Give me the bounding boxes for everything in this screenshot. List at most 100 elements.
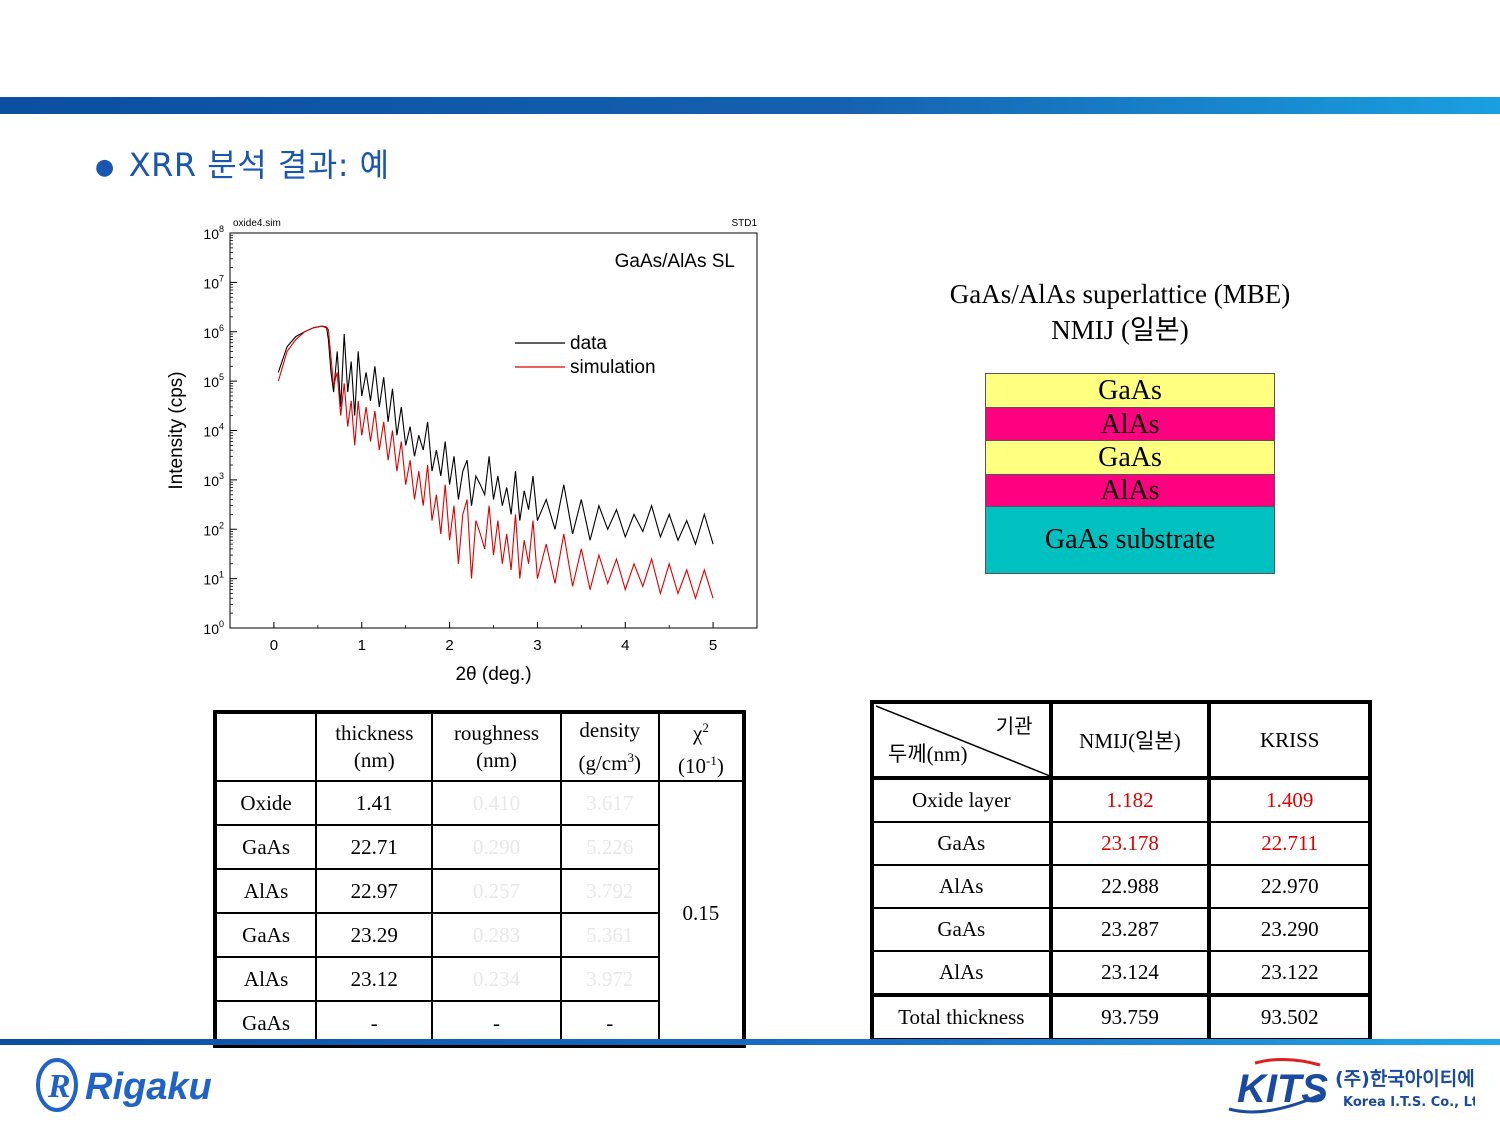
xrr-chart: 100 101 102 103 104 105 106 107 108 0 1 2 3 4 5 2θ (deg… xyxy=(166,218,758,685)
kriss-value: 1.409 xyxy=(1208,777,1371,823)
header-empty-cell xyxy=(213,711,318,782)
x-tick-label: 1 xyxy=(358,637,366,654)
structure-title-line1: GaAs/AlAs superlattice (MBE) xyxy=(949,279,1291,309)
table-row: GaAs 22.71 0.290 5.226 xyxy=(213,824,744,870)
x-tick-label: 3 xyxy=(533,637,541,654)
row-label: AlAs xyxy=(871,950,1053,996)
chart-title: GaAs/AlAs SL xyxy=(615,251,735,272)
kriss-value: 23.122 xyxy=(1208,950,1371,996)
table-row: GaAs 23.29 0.283 5.361 xyxy=(213,912,744,958)
total-row: Total thickness 93.759 93.502 xyxy=(871,993,1371,1041)
y-tick-label: 107 xyxy=(203,273,224,291)
total-kriss: 93.502 xyxy=(1208,993,1371,1041)
series-line-simulation xyxy=(277,325,714,601)
row-label: GaAs xyxy=(871,907,1053,952)
x-tick-label: 0 xyxy=(270,637,278,654)
layer-cell: Oxide xyxy=(213,780,318,826)
corner-bottom-label: 두께(nm) xyxy=(888,742,968,766)
header-kriss: KRISS xyxy=(1208,701,1371,780)
header-roughness: roughness (nm) xyxy=(431,711,562,782)
chart-corner-label-left: oxide4.sim xyxy=(233,218,281,229)
comparison-row: Oxide layer 1.182 1.409 xyxy=(871,777,1371,823)
comparison-row: AlAs 22.988 22.970 xyxy=(871,864,1371,909)
layer-cell: AlAs xyxy=(213,956,318,1002)
chart-corner-label-right: STD1 xyxy=(731,218,757,229)
legend-label-simulation: simulation xyxy=(570,357,656,378)
x-tick-label: 2 xyxy=(445,637,453,654)
x-tick-label: 4 xyxy=(621,637,629,654)
density-cell: 3.617 xyxy=(559,780,660,826)
y-tick-label: 105 xyxy=(203,372,224,390)
layer-substrate: GaAs substrate xyxy=(985,506,1275,574)
corner-top-label: 기관 xyxy=(995,714,1033,738)
layer-4: AlAs xyxy=(985,474,1275,506)
total-label: Total thickness xyxy=(871,993,1053,1041)
roughness-cell: 0.290 xyxy=(431,824,562,870)
kits-korean-name: (주)한국아이티에스 xyxy=(1335,1068,1475,1090)
layer-cell: GaAs xyxy=(213,824,318,870)
slide-title: ● XRR 분석 결과: 예 xyxy=(95,140,390,186)
comparison-header-row: 기관 두께(nm) NMIJ(일본) KRISS xyxy=(871,701,1371,780)
density-cell: 3.792 xyxy=(559,868,660,914)
bullet-icon: ● xyxy=(95,154,115,180)
layer-cell: AlAs xyxy=(213,868,318,914)
fit-result-table: thickness (nm) roughness (nm) density (g/cm… xyxy=(213,710,746,1048)
nmij-value: 1.182 xyxy=(1049,777,1212,823)
header-density: density (g/cm3) xyxy=(559,711,660,782)
comparison-row: AlAs 23.124 23.122 xyxy=(871,950,1371,996)
rigaku-logo: R Rigaku xyxy=(36,1058,212,1112)
comparison-row: GaAs 23.287 23.290 xyxy=(871,907,1371,952)
roughness-cell: 0.234 xyxy=(431,956,562,1002)
comparison-table: 기관 두께(nm) NMIJ(일본) KRISS Oxide layer 1.1… xyxy=(870,700,1372,1042)
y-tick-label: 104 xyxy=(203,422,224,440)
rigaku-wordmark: Rigaku xyxy=(85,1066,212,1108)
corner-cell: 기관 두께(nm) xyxy=(871,701,1053,780)
header-nmij: NMIJ(일본) xyxy=(1049,701,1212,780)
layer-cell: GaAs xyxy=(213,912,318,958)
footer-line xyxy=(0,1039,1500,1045)
thickness-cell: 1.41 xyxy=(315,780,434,826)
thickness-cell: 22.71 xyxy=(315,824,434,870)
layer-1: GaAs xyxy=(985,373,1275,407)
y-tick-label: 106 xyxy=(203,323,224,341)
legend-label-data: data xyxy=(570,333,607,354)
table-row: AlAs 23.12 0.234 3.972 xyxy=(213,956,744,1002)
row-label: AlAs xyxy=(871,864,1053,909)
plot-frame xyxy=(229,232,758,629)
thickness-cell: 23.12 xyxy=(315,956,434,1002)
kits-logo: KITS (주)한국아이티에스 Korea I.T.S. Co., Ltd. xyxy=(1228,1057,1475,1114)
total-nmij: 93.759 xyxy=(1049,993,1212,1041)
header-bar xyxy=(0,97,1500,114)
table-row: Oxide 1.41 0.410 3.617 0.15 xyxy=(213,780,746,1047)
layer-stack: GaAs AlAs GaAs AlAs GaAs substrate xyxy=(985,373,1275,574)
structure-title-line2: NMIJ (일본) xyxy=(1051,315,1189,345)
nmij-value: 23.124 xyxy=(1049,950,1212,996)
thickness-cell: 22.97 xyxy=(315,868,434,914)
x-axis-label: 2θ (deg.) xyxy=(455,664,531,685)
table-row: AlAs 22.97 0.257 3.792 xyxy=(213,868,744,914)
x-tick-label: 5 xyxy=(709,637,717,654)
nmij-value: 23.178 xyxy=(1049,821,1212,866)
kriss-value: 22.711 xyxy=(1208,821,1371,866)
y-axis-label: Intensity (cps) xyxy=(166,371,187,489)
row-label: GaAs xyxy=(871,821,1053,866)
kits-wordmark: KITS xyxy=(1237,1067,1328,1111)
y-tick-label: 102 xyxy=(203,520,224,538)
roughness-cell: 0.283 xyxy=(431,912,562,958)
density-cell: 5.226 xyxy=(559,824,660,870)
kits-english-name: Korea I.T.S. Co., Ltd. xyxy=(1343,1095,1475,1110)
nmij-value: 23.287 xyxy=(1049,907,1212,952)
density-cell: 5.361 xyxy=(559,912,660,958)
y-tick-label: 103 xyxy=(203,471,224,489)
roughness-cell: 0.257 xyxy=(431,868,562,914)
structure-title: GaAs/AlAs superlattice (MBE) NMIJ (일본) xyxy=(880,276,1360,348)
y-tick-label: 101 xyxy=(203,570,224,588)
corner-diagonal xyxy=(875,705,1050,776)
row-label: Oxide layer xyxy=(871,777,1053,823)
kriss-value: 23.290 xyxy=(1208,907,1371,952)
density-cell: 3.972 xyxy=(559,956,660,1002)
thickness-cell: 23.29 xyxy=(315,912,434,958)
slide-title-text: XRR 분석 결과: 예 xyxy=(128,146,390,184)
layer-3: GaAs xyxy=(985,440,1275,474)
header-chi2: χ2 (10-1) xyxy=(657,711,746,782)
